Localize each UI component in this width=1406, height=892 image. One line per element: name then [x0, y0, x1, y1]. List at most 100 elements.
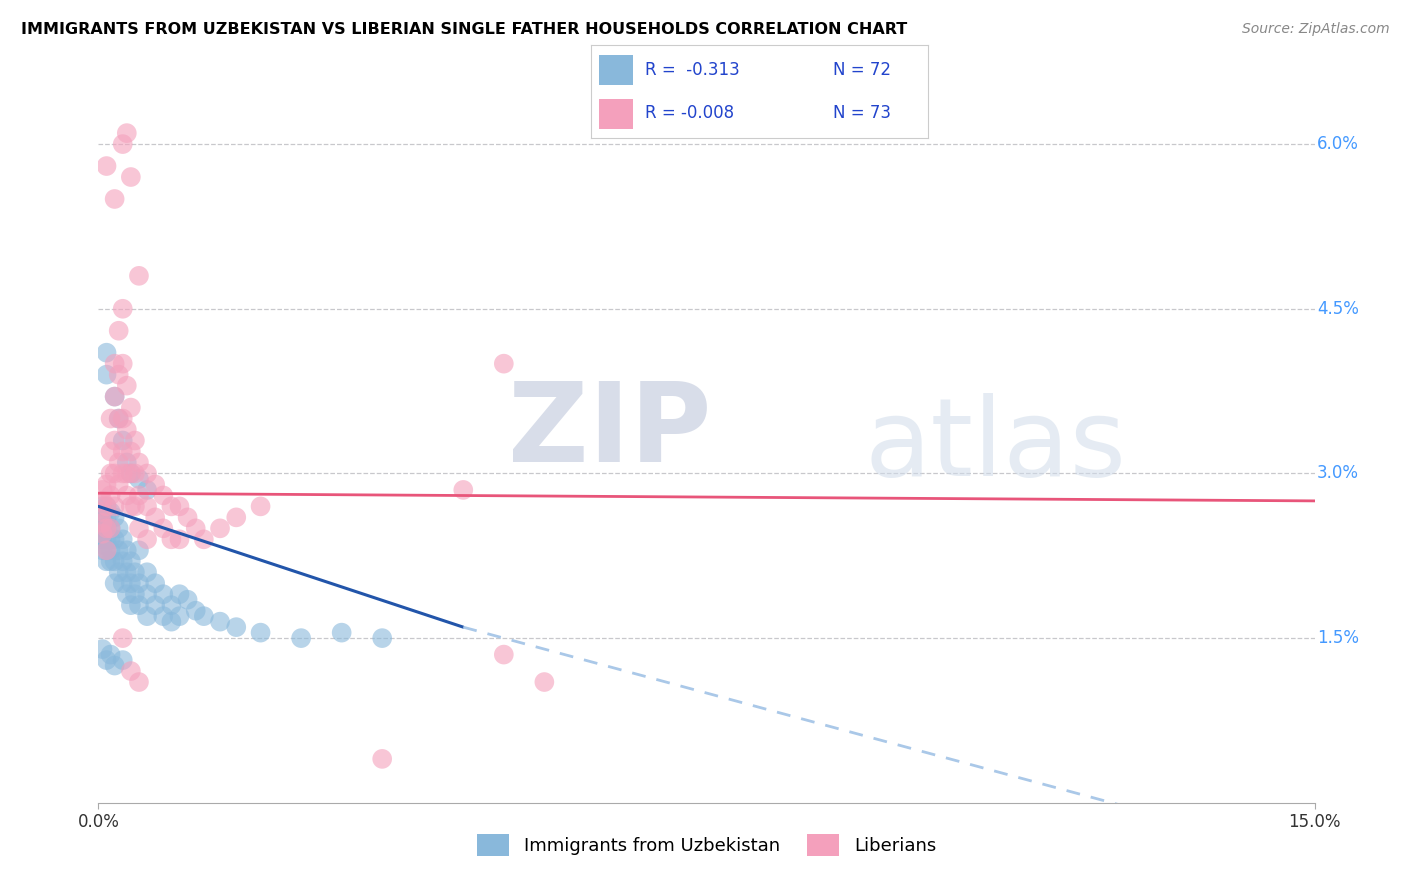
Point	[107, 566, 129, 580]
Point	[111, 434, 134, 448]
FancyBboxPatch shape	[599, 55, 633, 85]
Point	[96, 543, 118, 558]
Point	[107, 543, 129, 558]
Point	[128, 472, 150, 486]
Point	[115, 488, 138, 502]
Point	[107, 368, 129, 382]
Text: 3.0%: 3.0%	[1317, 465, 1360, 483]
Point	[96, 533, 118, 547]
Point	[100, 543, 122, 558]
Point	[225, 620, 247, 634]
Point	[91, 533, 114, 547]
Point	[128, 488, 150, 502]
Point	[225, 510, 247, 524]
Point	[96, 521, 118, 535]
Point	[111, 554, 134, 568]
Point	[104, 533, 127, 547]
Point	[96, 159, 118, 173]
Point	[96, 653, 118, 667]
Point	[209, 521, 232, 535]
Point	[115, 423, 138, 437]
Point	[91, 526, 114, 541]
Point	[152, 521, 174, 535]
Point	[91, 516, 114, 530]
Point	[120, 467, 142, 481]
Point	[91, 538, 114, 552]
Point	[136, 467, 159, 481]
Point	[107, 411, 129, 425]
Point	[91, 500, 114, 514]
Point	[120, 598, 142, 612]
Point	[128, 675, 150, 690]
Point	[100, 467, 122, 481]
Point	[453, 483, 475, 497]
Point	[100, 648, 122, 662]
Point	[104, 510, 127, 524]
Point	[169, 500, 191, 514]
Point	[100, 533, 122, 547]
Point	[143, 598, 166, 612]
Point	[128, 576, 150, 591]
Point	[193, 609, 215, 624]
Point	[184, 604, 207, 618]
Text: R = -0.008: R = -0.008	[644, 104, 734, 122]
Point	[120, 444, 142, 458]
Point	[193, 533, 215, 547]
Point	[111, 137, 134, 152]
Point	[492, 357, 515, 371]
Point	[120, 576, 142, 591]
Point	[152, 609, 174, 624]
Point	[176, 592, 198, 607]
Point	[120, 664, 142, 678]
Point	[96, 477, 118, 491]
Point	[290, 631, 312, 645]
Point	[120, 500, 142, 514]
Point	[111, 301, 134, 316]
Point	[91, 505, 114, 519]
Point	[115, 587, 138, 601]
Point	[115, 126, 138, 140]
Point	[128, 598, 150, 612]
Text: 4.5%: 4.5%	[1317, 300, 1360, 318]
Point	[111, 411, 134, 425]
Point	[107, 455, 129, 469]
Point	[96, 368, 118, 382]
Text: atlas: atlas	[865, 393, 1126, 499]
Point	[115, 543, 138, 558]
Legend: Immigrants from Uzbekistan, Liberians: Immigrants from Uzbekistan, Liberians	[468, 825, 945, 865]
Point	[115, 378, 138, 392]
Point	[96, 510, 118, 524]
Point	[104, 576, 127, 591]
Point	[100, 444, 122, 458]
FancyBboxPatch shape	[599, 99, 633, 129]
Point	[120, 401, 142, 415]
Text: Source: ZipAtlas.com: Source: ZipAtlas.com	[1241, 22, 1389, 37]
Text: R =  -0.313: R = -0.313	[644, 61, 740, 78]
Point	[115, 467, 138, 481]
Point	[160, 533, 183, 547]
Point	[104, 467, 127, 481]
Point	[152, 488, 174, 502]
Point	[111, 444, 134, 458]
Point	[160, 615, 183, 629]
Point	[143, 510, 166, 524]
Point	[124, 587, 146, 601]
Point	[91, 505, 114, 519]
Point	[120, 467, 142, 481]
Point	[136, 533, 159, 547]
Point	[104, 554, 127, 568]
Point	[100, 521, 122, 535]
Point	[143, 477, 166, 491]
Point	[111, 533, 134, 547]
Point	[104, 357, 127, 371]
Point	[371, 631, 394, 645]
Point	[107, 477, 129, 491]
Point	[104, 390, 127, 404]
Point	[91, 521, 114, 535]
Point	[96, 554, 118, 568]
Point	[330, 625, 353, 640]
Point	[107, 324, 129, 338]
Point	[111, 631, 134, 645]
Point	[492, 648, 515, 662]
Point	[120, 169, 142, 184]
